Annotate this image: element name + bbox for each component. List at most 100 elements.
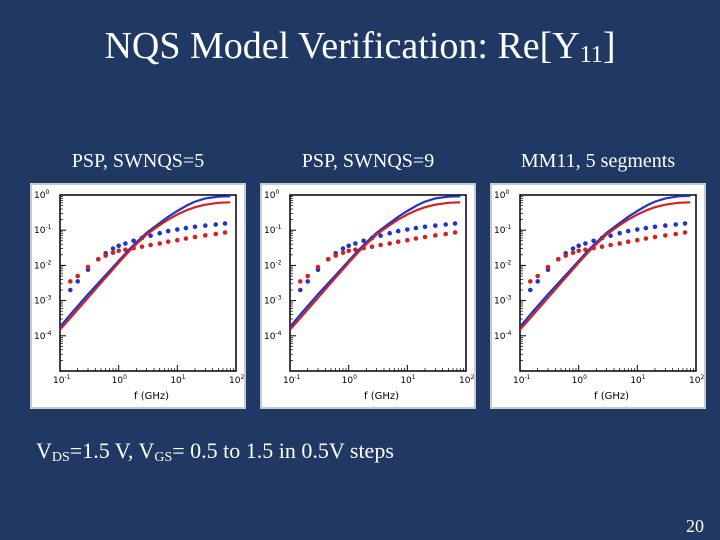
data-point [75, 273, 80, 279]
page-number: 20 [686, 516, 704, 536]
data-point [68, 279, 73, 284]
data-point [203, 233, 208, 238]
data-point [682, 230, 688, 235]
chart-svg-2: 10-1 100 101 102 100 10-1 10-2 10-3 10-4 f (GHz) [264, 189, 474, 402]
y-tick-label: 10-3 [264, 295, 282, 307]
data-point [183, 236, 189, 241]
x-tick-label: 100 [112, 374, 127, 386]
data-point [305, 273, 310, 279]
data-point [395, 239, 401, 244]
data-point [96, 256, 101, 262]
y-tick-label: 100 [494, 189, 509, 201]
data-point [183, 225, 189, 231]
data-point [369, 244, 375, 249]
data-point [213, 222, 218, 227]
data-point [148, 242, 153, 248]
data-point [213, 231, 218, 237]
data-point [405, 227, 410, 232]
x-axis-label: f (GHz) [134, 391, 169, 402]
data-point [652, 224, 658, 230]
data-point [85, 264, 91, 270]
data-point [535, 279, 540, 284]
x-tick-label: 101 [400, 374, 415, 386]
data-point [617, 241, 622, 246]
y-tick-label: 10-4 [34, 330, 52, 342]
slide-title: NQS Model Verification: Re[Y11] [104, 25, 616, 68]
bias-conditions-note: VDS=1.5 V, VGS= 0.5 to 1.5 in 0.5V steps [36, 438, 394, 465]
y-tick-label: 10-2 [494, 259, 512, 271]
data-point [378, 233, 383, 238]
x-tick-label: 10-1 [283, 374, 301, 386]
data-point [625, 228, 631, 234]
chart-title-2: PSP, SWNQS=9 [301, 150, 435, 172]
model-line [60, 195, 231, 328]
model-line [520, 201, 691, 331]
data-point [148, 233, 153, 238]
data-point [443, 222, 448, 227]
data-point [682, 221, 688, 226]
data-point [165, 239, 171, 244]
chart-panel-1: 10-1 100 101 102 100 10-1 10-2 10-3 10-4 f (GHz) [30, 183, 246, 409]
data-point [617, 230, 622, 236]
data-point [591, 238, 596, 244]
data-point [652, 234, 658, 240]
data-point [361, 238, 366, 244]
chart-panel-3: 10-1 100 101 102 100 10-1 10-2 10-3 10-4 f (GHz) [490, 183, 706, 409]
data-point [346, 243, 351, 249]
y-tick-label: 10-3 [494, 295, 512, 307]
data-point [222, 221, 228, 226]
y-tick-label: 100 [264, 189, 279, 201]
chart-panel-2: 10-1 100 101 102 100 10-1 10-2 10-3 10-4 f (GHz) [260, 183, 476, 409]
model-line [520, 195, 691, 328]
data-point [340, 246, 346, 251]
y-tick-label: 10-4 [264, 330, 282, 342]
data-point [165, 228, 171, 234]
chart-svg-3: 10-1 100 101 102 100 10-1 10-2 10-3 10-4 f (GHz) [494, 189, 704, 402]
data-point [333, 253, 338, 258]
data-point [452, 230, 458, 235]
data-point [663, 223, 668, 228]
data-point [175, 237, 180, 243]
data-point [528, 279, 533, 284]
chart-title-1: PSP, SWNQS=5 [71, 150, 205, 172]
data-point [635, 237, 640, 243]
title-subscript: 11 [579, 42, 603, 68]
data-point [643, 225, 649, 231]
data-point [643, 236, 649, 241]
data-point [422, 234, 428, 240]
data-point [192, 234, 198, 240]
plot-frame [289, 194, 467, 372]
data-point [346, 248, 351, 254]
x-axis-label: f (GHz) [594, 391, 629, 402]
y-tick-label: 10-2 [34, 259, 52, 271]
plot-frame [59, 194, 237, 372]
data-point [175, 227, 180, 232]
y-tick-label: 10-1 [494, 224, 512, 236]
data-point [75, 279, 80, 284]
data-point [222, 230, 228, 235]
data-point [583, 241, 588, 246]
data-point [673, 231, 678, 237]
data-point [131, 238, 136, 244]
data-point [298, 287, 303, 293]
data-point [545, 264, 551, 270]
series-group [290, 195, 461, 331]
x-tick-label: 10-1 [513, 374, 531, 386]
data-point [433, 233, 438, 238]
data-point [422, 224, 428, 230]
data-point [413, 236, 419, 241]
data-point [576, 243, 581, 249]
data-point [116, 248, 121, 254]
x-tick-label: 10-1 [53, 374, 71, 386]
model-line [60, 201, 231, 331]
data-point [433, 223, 438, 228]
data-point [315, 264, 321, 270]
data-point [570, 250, 576, 255]
y-tick-label: 10-1 [34, 224, 52, 236]
x-tick-label: 102 [459, 374, 474, 386]
data-point [413, 225, 419, 231]
data-point [116, 243, 121, 249]
data-point [625, 239, 631, 244]
y-tick-label: 10-2 [264, 259, 282, 271]
data-point [110, 246, 116, 251]
